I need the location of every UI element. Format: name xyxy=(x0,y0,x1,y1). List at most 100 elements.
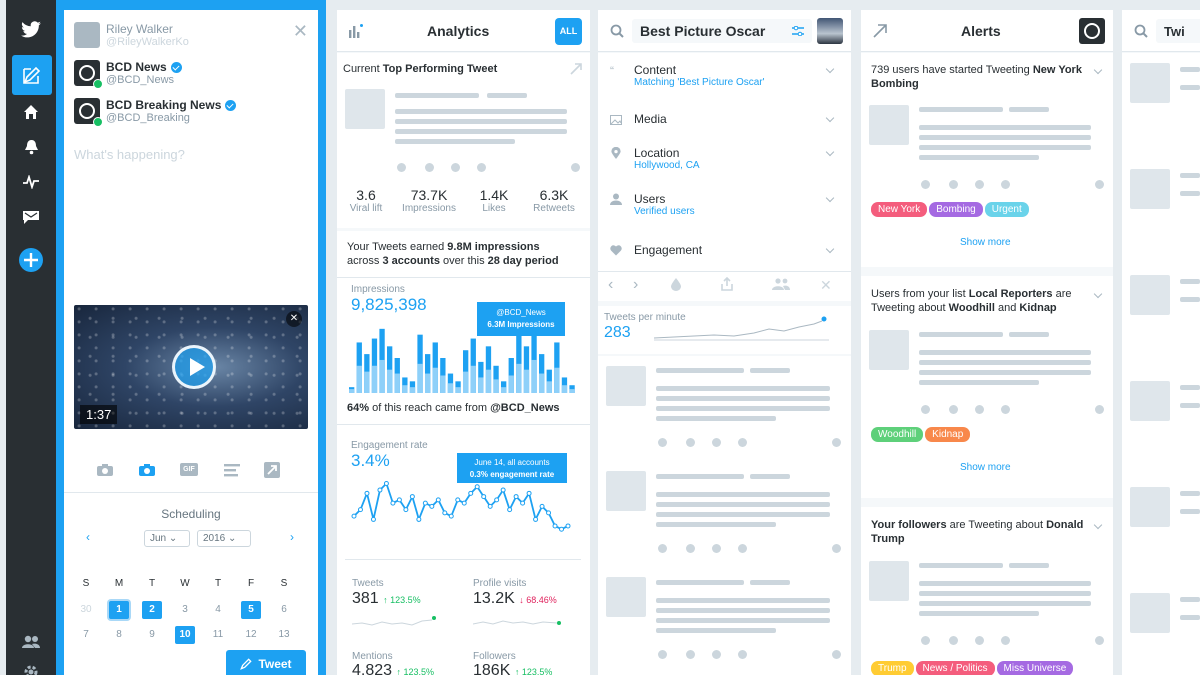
year-select[interactable]: 2016 ⌄ xyxy=(197,530,251,547)
calendar-day[interactable]: 6 xyxy=(281,604,287,615)
engagement-point xyxy=(416,516,422,522)
engagement-point xyxy=(429,503,435,509)
top-tweet-title: Current Top Performing Tweet xyxy=(343,63,498,75)
impressions-bar xyxy=(539,354,545,393)
notifications-bell-icon[interactable] xyxy=(6,127,56,167)
tweet-text-input[interactable]: What's happening? xyxy=(74,147,185,162)
tweets-label: Tweets xyxy=(352,578,384,589)
search-input[interactable]: Best Picture Oscar xyxy=(632,19,812,43)
impressions-bar-secondary xyxy=(364,371,370,393)
calendar-day[interactable]: 1 xyxy=(109,601,129,619)
impressions-bar-secondary xyxy=(463,371,469,393)
impressions-bar-secondary xyxy=(356,365,362,393)
impressions-bar-secondary xyxy=(531,359,537,393)
account-handle: @BCD_Breaking xyxy=(106,112,190,124)
compose-icon[interactable] xyxy=(12,55,52,95)
impressions-bar xyxy=(447,373,454,393)
tag[interactable]: Woodhill xyxy=(871,427,924,442)
forward-arrow-icon[interactable]: › xyxy=(633,276,639,293)
search-icon[interactable] xyxy=(610,24,624,38)
filter-sliders-icon[interactable] xyxy=(792,26,804,36)
messages-icon[interactable] xyxy=(6,197,56,237)
prev-month-icon[interactable]: ‹ xyxy=(86,530,90,544)
calendar-day[interactable]: 12 xyxy=(245,629,257,640)
filter-content[interactable]: “ Content Matching 'Best Picture Oscar' xyxy=(608,63,841,88)
twitter-logo-icon[interactable] xyxy=(6,10,56,50)
tag[interactable]: News / Politics xyxy=(915,661,995,675)
expand-arrow-icon[interactable] xyxy=(570,63,582,75)
alert-card: Users from your list Local Reporters are… xyxy=(861,276,1113,498)
accounts-icon[interactable] xyxy=(6,622,56,662)
filter-users[interactable]: Users Verified users xyxy=(608,192,841,217)
engagement-line-chart xyxy=(351,481,571,532)
play-icon[interactable] xyxy=(172,345,216,389)
tag[interactable]: Kidnap xyxy=(925,427,971,442)
column-header: Alerts xyxy=(861,10,1113,52)
gif-icon[interactable]: GIF xyxy=(180,463,198,476)
video-camera-icon[interactable] xyxy=(138,463,156,477)
location-pin-icon xyxy=(611,147,621,159)
camera-icon[interactable] xyxy=(96,463,114,477)
tag[interactable]: Trump xyxy=(871,661,914,675)
calendar-day[interactable]: 7 xyxy=(83,629,89,640)
calendar-day[interactable]: 9 xyxy=(149,629,155,640)
calendar-day[interactable]: 3 xyxy=(182,604,188,615)
calendar-day[interactable]: 13 xyxy=(278,629,290,640)
tag[interactable]: Bombing xyxy=(929,202,983,217)
month-select[interactable]: Jun ⌄ xyxy=(144,530,190,547)
filter-engagement[interactable]: Engagement xyxy=(608,243,841,257)
impressions-bar xyxy=(516,334,522,393)
calendar-day[interactable]: 11 xyxy=(212,629,224,640)
chevron-down-icon[interactable] xyxy=(1093,520,1103,530)
filter-location[interactable]: Location Hollywood, CA xyxy=(608,146,841,171)
calendar-day[interactable]: 5 xyxy=(241,601,261,619)
add-column-icon[interactable] xyxy=(6,240,56,280)
drop-icon[interactable] xyxy=(671,278,681,291)
chevron-down-icon[interactable] xyxy=(1093,289,1103,299)
account-name: BCD News xyxy=(106,60,167,74)
share-icon[interactable] xyxy=(720,277,734,291)
profile-visits-sparkline xyxy=(473,620,561,625)
tag[interactable]: Urgent xyxy=(984,202,1029,217)
calendar-day[interactable]: 30 xyxy=(80,604,92,615)
impressions-bar-secondary xyxy=(554,367,560,393)
engagement-point xyxy=(513,494,519,500)
remove-media-icon[interactable]: ✕ xyxy=(286,311,302,327)
close-icon[interactable]: ✕ xyxy=(292,21,308,41)
all-accounts-badge[interactable]: ALL xyxy=(555,18,582,45)
next-month-icon[interactable]: › xyxy=(290,530,294,544)
filter-media[interactable]: Media xyxy=(608,112,841,126)
engagement-point xyxy=(390,500,396,506)
calendar-day[interactable]: 10 xyxy=(175,626,195,644)
tag[interactable]: Miss Universe xyxy=(996,661,1074,675)
tag[interactable]: New York xyxy=(871,202,928,217)
search-icon[interactable] xyxy=(1134,24,1148,38)
impressions-bar-secondary xyxy=(569,389,575,393)
back-arrow-icon[interactable]: ‹ xyxy=(608,276,614,293)
current-user[interactable]: Riley Walker @RileyWalkerKo xyxy=(74,22,189,48)
search-input[interactable]: Twi xyxy=(1156,19,1200,43)
poll-icon[interactable] xyxy=(224,463,240,477)
calendar-day[interactable]: 4 xyxy=(215,604,221,615)
tweet-button[interactable]: Tweet xyxy=(226,650,306,675)
chevron-down-icon[interactable] xyxy=(1093,65,1103,75)
show-more-link[interactable]: Show more xyxy=(960,462,1011,473)
video-thumbnail[interactable]: 1:37 ✕ xyxy=(74,305,308,429)
followers-label: Followers xyxy=(473,651,516,662)
users-icon[interactable] xyxy=(772,278,792,290)
tpm-sparkline xyxy=(654,316,829,341)
alert-card: Your followers are Tweeting about Donald… xyxy=(861,507,1113,675)
home-icon[interactable] xyxy=(6,92,56,132)
account-bcd-news[interactable]: BCD News @BCD_News xyxy=(74,60,182,89)
close-icon[interactable]: ✕ xyxy=(820,277,832,293)
settings-gear-icon[interactable] xyxy=(6,652,56,675)
engagement-point xyxy=(409,494,415,500)
account-avatar xyxy=(1079,18,1105,44)
show-more-link[interactable]: Show more xyxy=(960,237,1011,248)
impressions-bar-secondary xyxy=(539,373,545,393)
calendar-day[interactable]: 8 xyxy=(116,629,122,640)
expand-icon[interactable] xyxy=(264,462,280,478)
account-bcd-breaking[interactable]: BCD Breaking News @BCD_Breaking xyxy=(74,98,237,127)
calendar-day[interactable]: 2 xyxy=(142,601,162,619)
activity-icon[interactable] xyxy=(6,162,56,202)
